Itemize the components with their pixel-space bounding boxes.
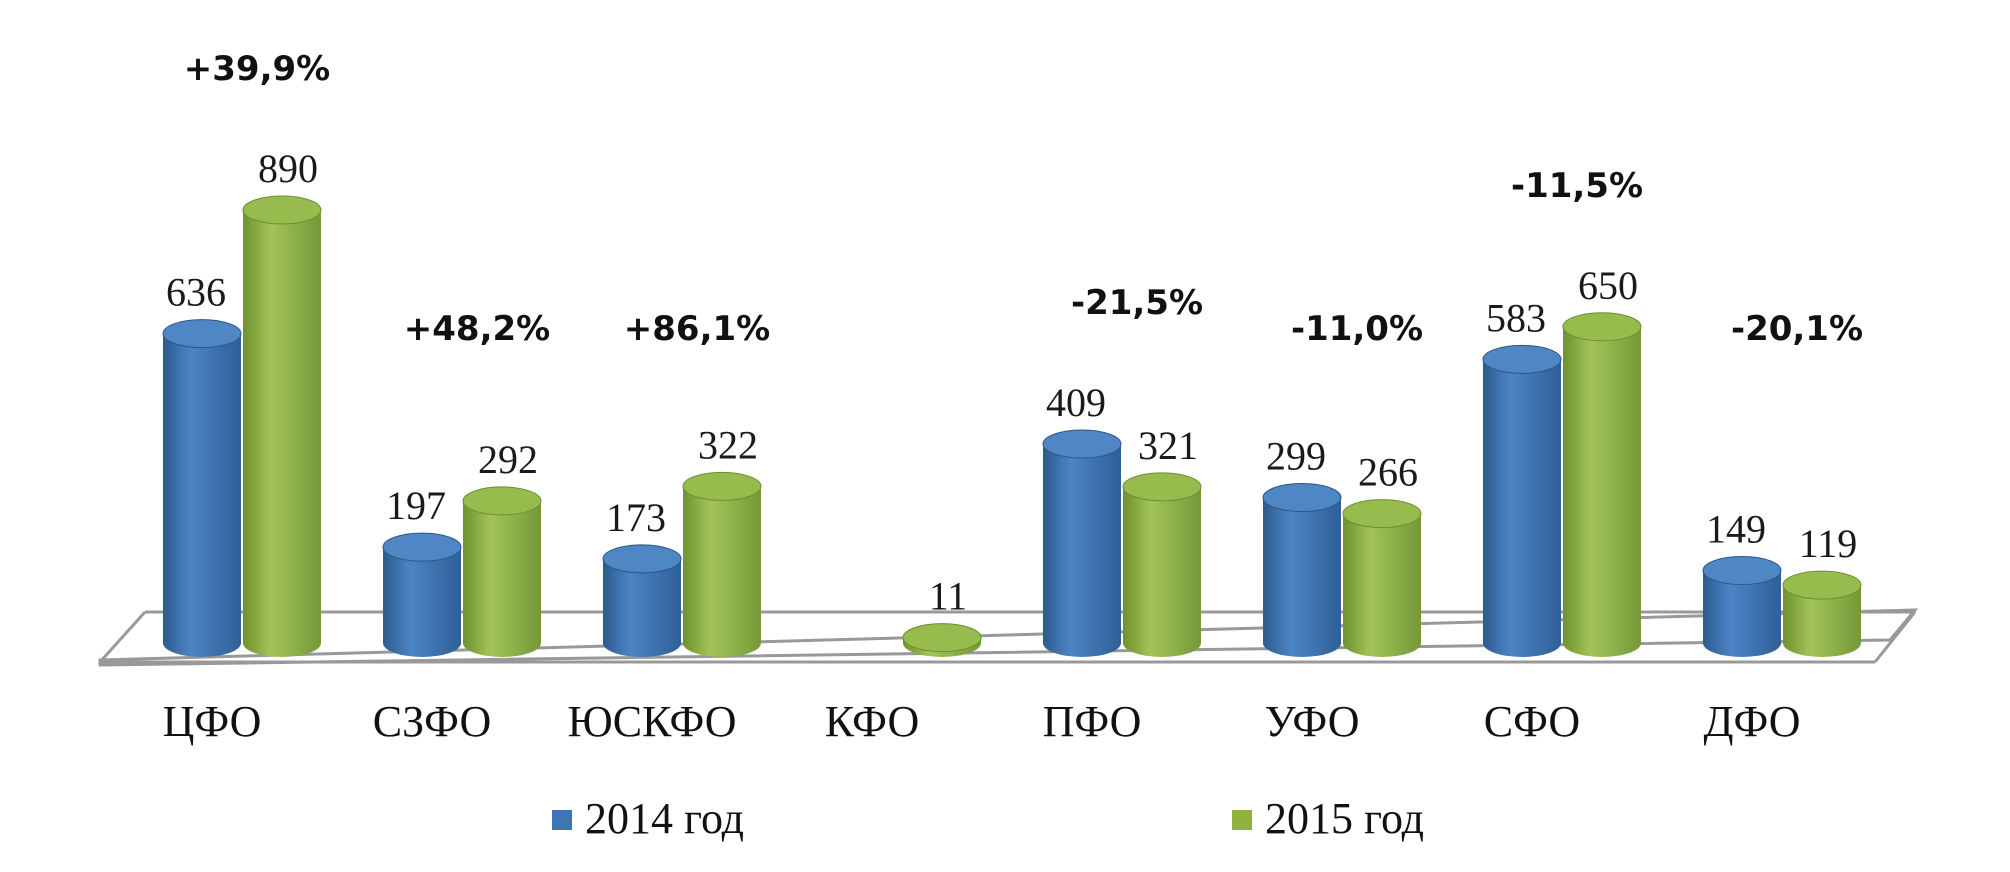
change-label: +39,9% <box>184 49 330 89</box>
value-label: 583 <box>1486 295 1546 340</box>
value-label: 409 <box>1046 380 1106 425</box>
bar-2014-5 <box>1262 483 1342 657</box>
value-label: 119 <box>1799 521 1858 566</box>
category-label: ЮСКФО <box>567 697 736 746</box>
value-label: 173 <box>606 495 666 540</box>
chart-floor <box>98 608 1919 667</box>
value-label: 292 <box>478 437 538 482</box>
value-label: 299 <box>1266 434 1326 479</box>
bar-2014-1 <box>382 532 462 657</box>
bar-2014-4 <box>1042 429 1122 657</box>
floor-left-edge <box>98 610 147 664</box>
bar-2015-2 <box>682 471 762 657</box>
category-labels: ЦФО СЗФО ЮСКФО КФО ПФО УФО СФО ДФО <box>163 697 1801 746</box>
value-label: 197 <box>386 483 446 528</box>
value-label: 890 <box>258 146 318 191</box>
legend-swatch-2014 <box>552 810 572 830</box>
bar-2015-0 <box>242 195 322 657</box>
bar-2015-3 <box>902 623 982 657</box>
category-label: ДФО <box>1703 697 1800 746</box>
category-label: ЦФО <box>163 697 262 746</box>
category-label: КФО <box>825 697 920 746</box>
bar-2014-2 <box>602 544 682 657</box>
change-label: -20,1% <box>1731 309 1863 349</box>
category-label: СЗФО <box>373 697 491 746</box>
legend-item-2014: 2014 год <box>552 794 744 843</box>
legend-item-2015: 2015 год <box>1232 794 1424 843</box>
legend-label-2015: 2015 год <box>1265 794 1424 843</box>
value-label: 636 <box>166 270 226 315</box>
change-label: -11,0% <box>1291 309 1423 349</box>
change-label: +86,1% <box>624 309 770 349</box>
bar-2015-6 <box>1562 312 1642 657</box>
legend-label-2014: 2014 год <box>585 794 744 843</box>
bar-2015-1 <box>462 486 542 657</box>
value-label: 149 <box>1706 507 1766 552</box>
value-label: 650 <box>1578 263 1638 308</box>
value-label: 266 <box>1358 450 1418 495</box>
category-label: СФО <box>1484 697 1580 746</box>
category-label: ПФО <box>1043 697 1142 746</box>
bar-2015-4 <box>1122 472 1202 657</box>
legend: 2014 год 2015 год <box>552 794 1424 843</box>
floor-right-edge <box>1873 611 1917 663</box>
bar-2015-5 <box>1342 499 1422 657</box>
change-label: +48,2% <box>404 309 550 349</box>
bar-2014-0 <box>162 319 242 657</box>
bar-2014-7 <box>1702 556 1782 657</box>
bars <box>162 195 1862 657</box>
value-label: 11 <box>929 574 968 619</box>
change-labels: +39,9% +48,2% +86,1% -21,5% -11,0% -11,5% -20,… <box>184 49 1863 349</box>
bar-2014-6 <box>1482 344 1562 657</box>
value-label: 322 <box>698 422 758 467</box>
change-label: -11,5% <box>1511 166 1643 206</box>
bar-2015-7 <box>1782 570 1862 657</box>
legend-swatch-2015 <box>1232 810 1252 830</box>
value-label: 321 <box>1138 423 1198 468</box>
value-labels: 636 890 197 292 173 322 11 409 321 299 266 583 650 14… <box>166 146 1857 619</box>
change-label: -21,5% <box>1071 283 1203 323</box>
category-label: УФО <box>1265 697 1360 746</box>
